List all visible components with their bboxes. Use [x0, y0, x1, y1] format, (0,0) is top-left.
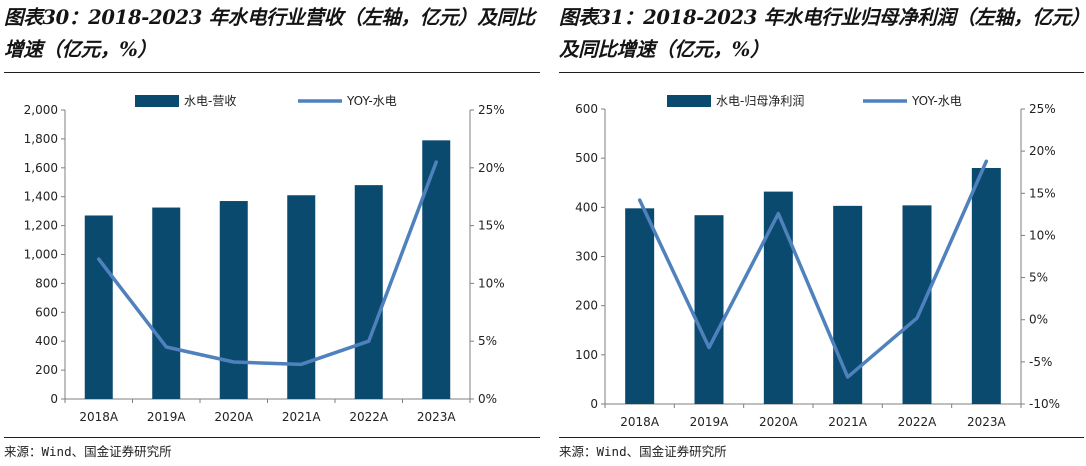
x-axis-tick-label: 2021A	[282, 410, 322, 424]
right-axis-tick-label: 10%	[1029, 228, 1056, 242]
x-axis-tick-label: 2020A	[214, 410, 254, 424]
right-axis-tick-label: 20%	[478, 161, 505, 175]
chart-source: 来源：Wind、国金证券研究所	[4, 444, 172, 459]
bar-2021A	[287, 195, 316, 399]
left-axis-tick-label: 1,800	[24, 132, 58, 146]
source-divider	[559, 437, 1084, 438]
right-axis-tick-label: 10%	[478, 276, 505, 290]
yoy-line	[637, 159, 989, 379]
left-axis-tick-label: 500	[575, 151, 598, 165]
right-axis-tick-label: 20%	[1029, 144, 1056, 158]
right-axis-tick-label: 5%	[478, 334, 497, 348]
chart-source: 来源：Wind、国金证券研究所	[559, 444, 727, 459]
chart-panel-net-profit: 图表31：2018-2023 年水电行业归母净利润（左轴，亿元）及同比增速（亿元…	[543, 0, 1086, 466]
x-axis-tick-label: 2022A	[349, 410, 389, 424]
bar-2022A	[354, 185, 383, 399]
left-axis-tick-label: 0	[50, 392, 58, 406]
chart-panel-revenue: 图表30：2018-2023 年水电行业营收（左轴，亿元）及同比增速（亿元，%）…	[4, 6, 540, 459]
x-axis-tick-label: 2018A	[620, 415, 660, 429]
x-axis-tick-label: 2022A	[898, 415, 938, 429]
net-profit-chart: 0 100 200 300 400 500 600 -10% -5% 0% 5% 10% 15% 20% 2…	[575, 94, 1060, 429]
x-axis-tick-label: 2019A	[690, 415, 730, 429]
left-axis-tick-label: 200	[35, 363, 58, 377]
yoy-line	[97, 160, 438, 367]
chart-title: 图表31：2018-2023 年水电行业归母净利润（左轴，亿元）及同比增速（亿元…	[559, 6, 1081, 61]
bar-2023A	[422, 140, 451, 399]
right-axis-tick-label: -10%	[1029, 397, 1060, 411]
right-axis-tick-label: 25%	[1029, 102, 1056, 116]
title-divider	[559, 72, 1084, 73]
legend-label-bar: 水电-归母净利润	[716, 94, 804, 108]
left-axis-tick-label: 600	[575, 102, 598, 116]
bar-2019A	[152, 207, 181, 399]
x-axis-tick-label: 2018A	[79, 410, 119, 424]
right-axis-tick-label: -5%	[1029, 355, 1052, 369]
title-divider	[4, 72, 540, 73]
bar-2018A	[84, 215, 113, 399]
left-axis-tick-label: 1,400	[24, 190, 58, 204]
bar-2019A	[694, 215, 724, 404]
bar-2022A	[902, 205, 932, 404]
bar-2018A	[625, 208, 655, 404]
left-axis-tick-label: 800	[35, 276, 58, 290]
legend-label-line: YOY-水电	[911, 94, 962, 108]
legend-label-line: YOY-水电	[346, 94, 397, 108]
right-axis-tick-label: 0%	[1029, 313, 1048, 327]
right-axis-tick-label: 5%	[1029, 271, 1048, 285]
right-axis-tick-label: 0%	[478, 392, 497, 406]
left-axis-tick-label: 1,000	[24, 248, 58, 262]
left-axis-tick-label: 0	[590, 397, 598, 411]
source-divider	[4, 437, 540, 438]
bar-2020A	[763, 191, 793, 404]
revenue-chart: 0 200 400 600 800 1,000 1,200 1,400 1,600 1,800 2,…	[24, 94, 505, 424]
legend-label-bar: 水电-营收	[184, 94, 236, 108]
x-axis-tick-label: 2021A	[828, 415, 868, 429]
left-axis-tick-label: 1,200	[24, 219, 58, 233]
bar-2023A	[971, 168, 1001, 404]
legend-swatch-bar	[135, 95, 179, 107]
chart-title: 图表30：2018-2023 年水电行业营收（左轴，亿元）及同比增速（亿元，%）	[4, 6, 535, 61]
left-axis-tick-label: 100	[575, 348, 598, 362]
x-axis-tick-label: 2023A	[417, 410, 457, 424]
left-axis-tick-label: 400	[35, 334, 58, 348]
left-axis-tick-label: 400	[575, 200, 598, 214]
left-axis-tick-label: 1,600	[24, 161, 58, 175]
x-axis-tick-label: 2020A	[759, 415, 799, 429]
bar-2020A	[219, 201, 248, 399]
x-axis-tick-label: 2019A	[147, 410, 187, 424]
left-axis-tick-label: 300	[575, 250, 598, 264]
left-axis-tick-label: 600	[35, 305, 58, 319]
left-axis-tick-label: 200	[575, 299, 598, 313]
x-axis-tick-label: 2023A	[967, 415, 1007, 429]
right-axis-tick-label: 25%	[478, 103, 505, 117]
right-axis-tick-label: 15%	[1029, 186, 1056, 200]
left-axis-tick-label: 2,000	[24, 103, 58, 117]
right-axis-tick-label: 15%	[478, 219, 505, 233]
legend-swatch-bar	[667, 95, 711, 107]
